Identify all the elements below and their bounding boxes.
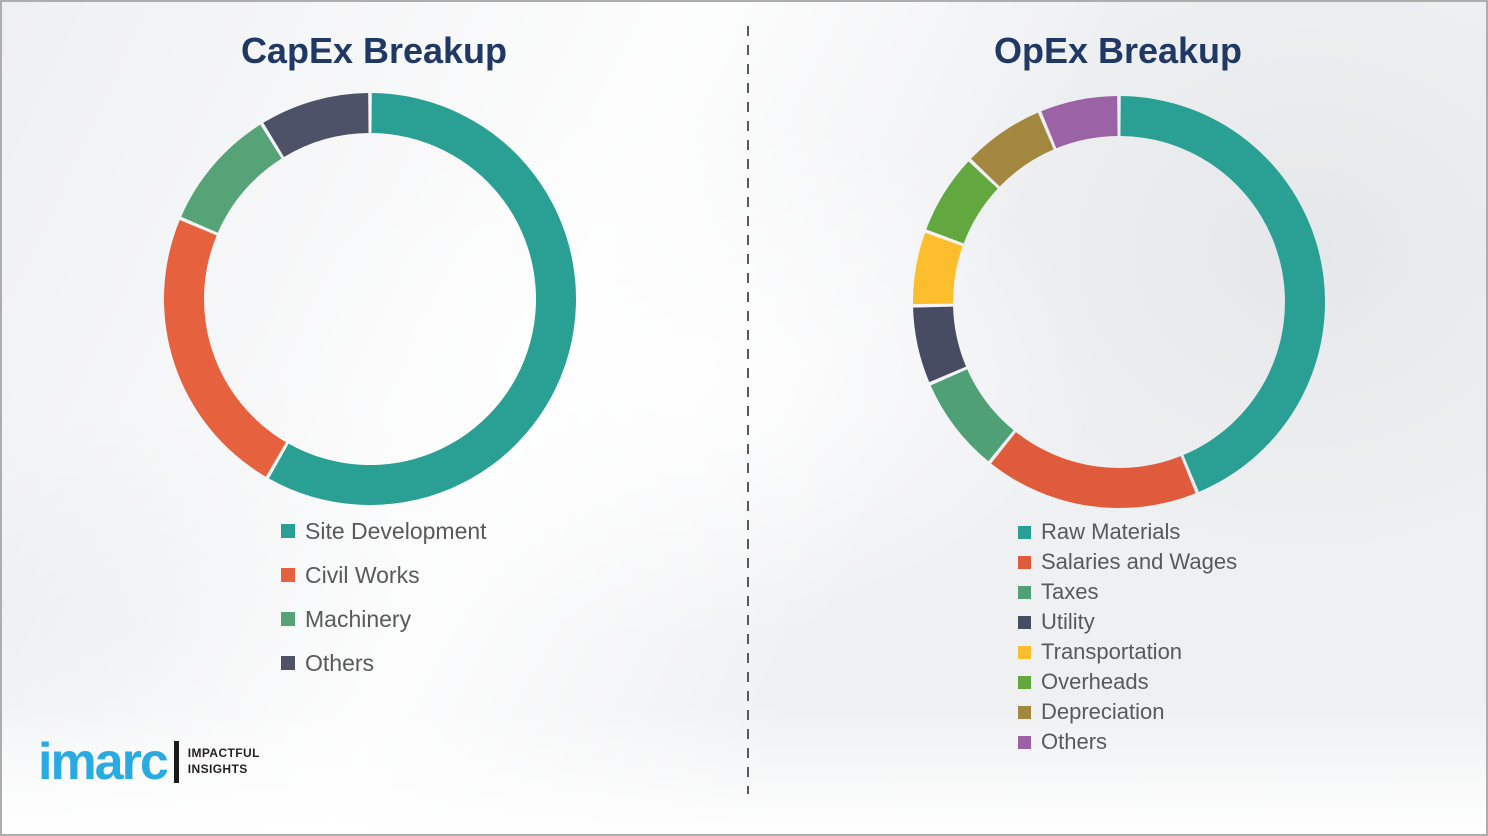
- imarc-logo-tagline: IMPACTFUL INSIGHTS: [188, 746, 260, 777]
- capex-panel: CapEx Breakup Site Development Civil Work…: [2, 2, 746, 834]
- legend-label-utility: Utility: [1041, 609, 1095, 634]
- imarc-logo-wordmark: imarc: [38, 733, 169, 791]
- donut-segment-raw-materials: [1120, 96, 1325, 492]
- legend-item-utility: Utility: [1018, 607, 1237, 637]
- legend-item-civil-works: Civil Works: [281, 553, 487, 597]
- legend-swatch-others: [1018, 735, 1031, 749]
- legend-swatch-raw-materials: [1018, 525, 1031, 539]
- legend-swatch-utility: [1018, 615, 1031, 629]
- legend-label-salaries-and-wages: Salaries and Wages: [1041, 549, 1238, 574]
- donut-segment-machinery: [181, 124, 282, 233]
- capex-donut-chart: [164, 93, 576, 506]
- legend-item-overheads: Overheads: [1018, 667, 1237, 697]
- legend-swatch-overheads: [1018, 675, 1031, 689]
- legend-swatch-depreciation: [1018, 705, 1031, 719]
- imarc-tagline-line1: IMPACTFUL: [187, 746, 260, 761]
- imarc-logo-divider-bar: [173, 741, 179, 783]
- legend-swatch-site-development: [281, 524, 295, 538]
- legend-label-overheads: Overheads: [1041, 669, 1149, 694]
- legend-label-raw-materials: Raw Materials: [1041, 519, 1181, 544]
- legend-label-depreciation: Depreciation: [1041, 699, 1165, 724]
- legend-item-site-development: Site Development: [281, 509, 487, 553]
- legend-item-taxes: Taxes: [1018, 577, 1237, 607]
- legend-item-machinery: Machinery: [281, 597, 487, 641]
- legend-label-others: Others: [305, 649, 375, 676]
- legend-swatch-taxes: [1018, 585, 1031, 599]
- legend-item-others: Others: [281, 641, 487, 685]
- legend-item-depreciation: Depreciation: [1018, 697, 1237, 727]
- legend-label-civil-works: Civil Works: [305, 561, 420, 588]
- donut-segment-overheads: [926, 161, 998, 244]
- legend-swatch-transportation: [1018, 645, 1031, 659]
- legend-label-transportation: Transportation: [1041, 639, 1183, 664]
- capex-title: CapEx Breakup: [240, 30, 508, 71]
- opex-panel: OpEx Breakup Raw Materials Salaries and W…: [746, 2, 1486, 834]
- vertical-dashed-divider: [747, 26, 749, 794]
- legend-swatch-others: [281, 656, 295, 670]
- legend-item-raw-materials: Raw Materials: [1018, 517, 1237, 547]
- donut-segment-others: [263, 93, 369, 157]
- opex-title: OpEx Breakup: [993, 30, 1243, 71]
- legend-swatch-machinery: [281, 612, 295, 626]
- opex-donut-chart: [912, 96, 1325, 509]
- imarc-tagline-line2: INSIGHTS: [187, 762, 248, 776]
- donut-segment-depreciation: [970, 112, 1054, 187]
- legend-item-salaries-and-wages: Salaries and Wages: [1018, 547, 1237, 577]
- capex-legend: Site Development Civil Works Machinery Othe…: [281, 509, 487, 685]
- donut-segment-taxes: [930, 369, 1014, 462]
- legend-label-others: Others: [1041, 729, 1108, 754]
- donut-segment-utility: [913, 306, 967, 383]
- legend-label-site-development: Site Development: [305, 517, 487, 544]
- donut-segment-others: [1041, 96, 1118, 149]
- legend-swatch-civil-works: [281, 568, 295, 582]
- legend-label-machinery: Machinery: [305, 605, 412, 632]
- donut-segment-salaries-and-wages: [991, 432, 1196, 509]
- legend-swatch-salaries-and-wages: [1018, 555, 1031, 569]
- legend-label-taxes: Taxes: [1041, 579, 1099, 604]
- legend-item-others: Others: [1018, 727, 1237, 757]
- donut-segment-transportation: [912, 232, 963, 305]
- donut-segment-site-development: [268, 93, 576, 506]
- opex-legend: Raw Materials Salaries and Wages Taxes Util…: [1018, 517, 1237, 757]
- donut-segment-civil-works: [164, 220, 287, 477]
- legend-item-transportation: Transportation: [1018, 637, 1237, 667]
- imarc-logo: imarc IMPACTFUL INSIGHTS: [38, 736, 260, 788]
